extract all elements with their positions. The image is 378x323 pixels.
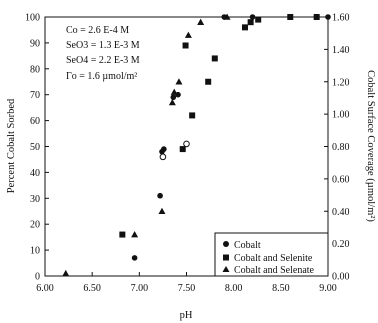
y-tick-label: 60 xyxy=(30,116,40,127)
cobalt-point xyxy=(170,94,177,101)
data-points xyxy=(62,13,331,277)
annotation-seo4: SeO4 = 2.2 E-3 M xyxy=(66,55,140,66)
y2-tick-label: 1.40 xyxy=(332,45,350,56)
y-tick-label: 10 xyxy=(30,246,40,257)
cobalt-and-selenite-point xyxy=(287,14,294,20)
y2-tick-label: 0.40 xyxy=(332,207,350,218)
y-tick-label: 70 xyxy=(30,90,40,101)
open-circle-point xyxy=(183,140,190,148)
y2-axis-label: Cobalt Surface Coverage (µmol/m²) xyxy=(365,70,376,222)
cobalt-point xyxy=(325,14,331,20)
y-tick-label: 20 xyxy=(30,220,40,231)
legend-box xyxy=(214,232,329,277)
cobalt-and-selenate-point xyxy=(175,78,183,85)
cobalt-and-selenate-point xyxy=(62,269,70,277)
y2-tick-label: 0.80 xyxy=(332,142,350,153)
x-axis-label: pH xyxy=(180,310,193,321)
y2-axis-ticks: 0.00 0.20 0.40 0.60 0.80 1.00 1.20 1.40 1.60 xyxy=(324,13,350,283)
legend-selenate-marker xyxy=(222,266,230,272)
legend-selenite-marker xyxy=(223,254,229,261)
cobalt-and-selenite-point xyxy=(211,55,218,62)
legend-cobalt-marker xyxy=(223,241,229,247)
annotation-block: Co = 2.6 E-4 M SeO3 = 1.3 E-3 M SeO4 = 2… xyxy=(66,25,140,82)
cobalt-and-selenite-point xyxy=(247,19,254,26)
y2-tick-label: 0.00 xyxy=(332,272,350,283)
cobalt-and-selenate-point xyxy=(184,31,192,38)
x-tick-label: 8.00 xyxy=(225,283,243,294)
cobalt-point xyxy=(249,14,256,20)
legend-selenate-label: Cobalt and Selenate xyxy=(234,265,315,276)
annotation-gamma: Γo = 1.6 µmol/m² xyxy=(66,71,137,82)
x-tick-label: 8.50 xyxy=(272,283,290,294)
annotation-seo3: SeO3 = 1.3 E-3 M xyxy=(66,40,140,51)
cobalt-and-selenate-point xyxy=(158,207,166,215)
cobalt-and-selenite-point xyxy=(255,16,262,23)
x-tick-label: 6.50 xyxy=(83,283,101,294)
cobalt-and-selenite-point xyxy=(205,78,212,85)
y-tick-label: 40 xyxy=(30,168,40,179)
cobalt-point xyxy=(157,192,163,199)
x-tick-label: 7.50 xyxy=(178,283,196,294)
cobalt-and-selenate-point xyxy=(131,231,139,238)
x-tick-label: 9.00 xyxy=(319,283,337,294)
cobalt-and-selenite-point xyxy=(119,231,126,238)
y-axis-label: Percent Cobalt Sorbed xyxy=(6,98,17,193)
y-tick-label: 100 xyxy=(25,13,40,24)
annotation-co: Co = 2.6 E-4 M xyxy=(66,25,129,36)
x-tick-label: 6.00 xyxy=(36,283,54,294)
y-tick-label: 30 xyxy=(30,194,40,205)
cobalt-and-selenite-point xyxy=(313,14,320,20)
legend-cobalt-label: Cobalt xyxy=(234,240,261,251)
legend: Cobalt Cobalt and Selenite Cobalt and Se… xyxy=(214,232,329,277)
y-tick-label: 80 xyxy=(30,64,40,75)
cobalt-and-selenite-point xyxy=(189,112,196,119)
cobalt-and-selenite-point xyxy=(241,24,248,31)
cobalt-and-selenate-point xyxy=(223,13,231,20)
y-axis-ticks: 0 10 20 30 40 50 60 70 80 90 100 xyxy=(25,13,49,283)
x-tick-label: 7.00 xyxy=(131,283,149,294)
y2-tick-label: 1.60 xyxy=(332,13,350,24)
cobalt-and-selenite-point xyxy=(182,42,189,49)
cobalt-and-selenite-point xyxy=(179,146,186,153)
y-tick-label: 50 xyxy=(30,142,40,153)
cobalt-point xyxy=(131,255,138,261)
legend-selenite-label: Cobalt and Selenite xyxy=(234,253,313,264)
cobalt-and-selenate-point xyxy=(170,88,178,95)
y2-tick-label: 1.20 xyxy=(332,77,350,88)
y-tick-label: 0 xyxy=(35,272,40,283)
cobalt-point xyxy=(161,146,167,152)
y2-tick-label: 0.20 xyxy=(332,239,350,250)
open-circle-point xyxy=(159,153,167,161)
cobalt-and-selenate-point xyxy=(197,18,205,25)
cobalt-and-selenate-point xyxy=(168,98,176,106)
y-tick-label: 90 xyxy=(30,38,40,49)
y2-tick-label: 1.00 xyxy=(332,110,350,121)
y2-tick-label: 0.60 xyxy=(332,174,350,185)
